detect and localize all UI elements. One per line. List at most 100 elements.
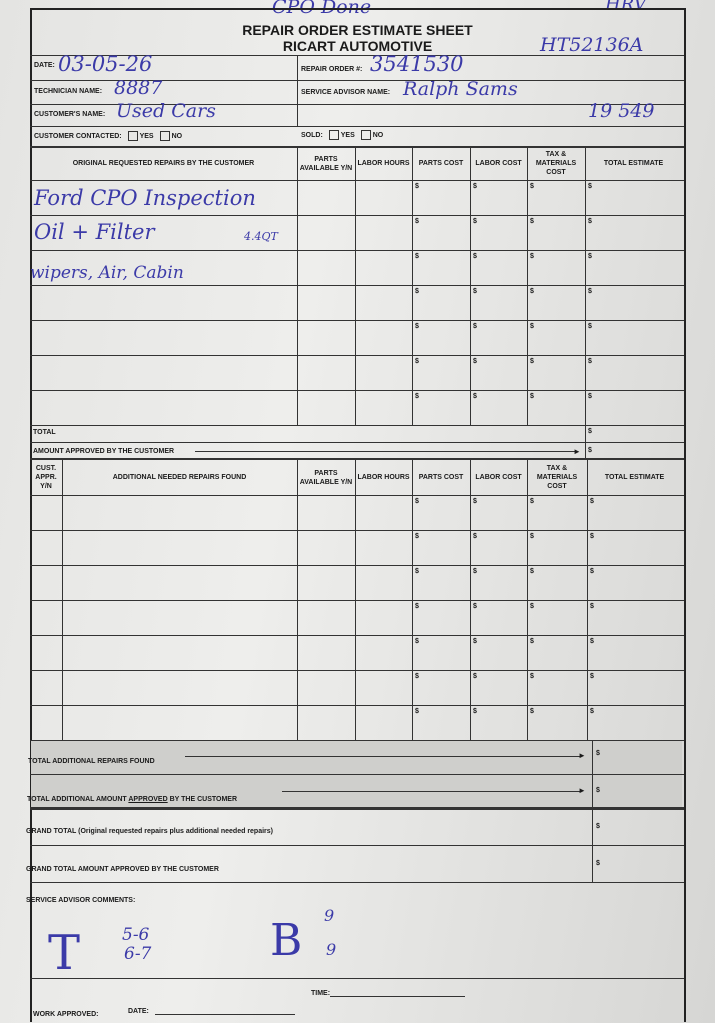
cell-dollar: $ [473,183,477,190]
sold-yes-checkbox[interactable] [328,130,339,140]
repair-order-field[interactable]: 3541530 [370,52,464,76]
form-subtitle: RICART AUTOMOTIVE [282,38,433,54]
customer-field[interactable]: Used Cars [116,100,216,122]
cell-dollar: $ [415,358,419,365]
cell-dollar: $ [588,253,592,260]
cell-dollar: $ [415,393,419,400]
column-line [297,146,298,425]
repair-line-3: wipers, Air, Cabin [30,263,184,283]
row-line [30,530,684,531]
repair-order-label: REPAIR ORDER #: [301,66,363,73]
row-line [30,285,684,286]
t1-header-repairs: ORIGINAL REQUESTED REPAIRS BY THE CUSTOM… [72,160,255,167]
cell-dollar: $ [588,183,592,190]
amount-approved-label: AMOUNT APPROVED BY THE CUSTOMER [33,448,175,455]
column-line [527,459,528,740]
grand-total-label: GRAND TOTAL (Original requested repairs … [26,828,273,835]
row-line [30,355,684,356]
row-line [30,740,684,741]
technician-label: TECHNICIAN NAME: [34,88,103,95]
column-line [297,459,298,740]
cell-dollar: $ [590,708,594,715]
contacted-no-checkbox[interactable] [159,131,170,141]
cell-dollar: $ [530,253,534,260]
repair-line-2: Oil + Filter [34,220,155,244]
cell-dollar: $ [590,568,594,575]
cell-dollar: $ [590,498,594,505]
cell-dollar: $ [415,533,419,540]
cell-dollar: $ [530,568,534,575]
t2-header-tax: TAX & MATERIALS COST [536,465,578,490]
grand-total-approved-label: GRAND TOTAL AMOUNT APPROVED BY THE CUSTO… [26,866,219,873]
cell-dollar: $ [473,708,477,715]
comment-b-val-2: 9 [326,940,337,959]
sold-no-checkbox[interactable] [360,130,371,140]
no-label: NO [171,132,183,140]
t2-header-parts-cost: PARTS COST [418,474,464,481]
work-approved-label: WORK APPROVED: [33,1011,99,1018]
customer-label: CUSTOMER'S NAME: [34,111,106,118]
date-label: DATE: [34,62,55,69]
cell-dollar: $ [415,673,419,680]
total-label: TOTAL [33,429,56,436]
dollar: $ [596,860,600,867]
t1-header-total: TOTAL ESTIMATE [603,160,664,167]
column-line [587,459,588,740]
handwritten-mileage: 19 549 [588,100,655,122]
repair-line-1: Ford CPO Inspection [34,186,256,210]
comment-t-val-2: 6-7 [124,944,152,964]
cell-dollar: $ [415,288,419,295]
cell-dollar: $ [415,183,419,190]
row-line [30,495,684,496]
cell-dollar: $ [415,708,419,715]
column-line [527,146,528,425]
t1-header-tax: TAX & MATERIALS COST [535,151,577,176]
sold-row: SOLD: YES NO [301,130,383,140]
cell-dollar: $ [530,358,534,365]
cell-dollar: $ [473,603,477,610]
t2-header-labor-hours: LABOR HOURS [357,474,410,481]
row-line [30,250,684,251]
cell-dollar: $ [415,323,419,330]
cell-dollar: $ [590,673,594,680]
cell-dollar: $ [415,638,419,645]
cell-dollar: $ [530,323,534,330]
service-advisor-field[interactable]: Ralph Sams [403,78,518,100]
contacted-yes-checkbox[interactable] [127,131,138,141]
cell-dollar: $ [530,708,534,715]
yes-label: YES [340,131,355,139]
t1-header-parts-cost: PARTS COST [418,160,464,167]
column-line [585,425,586,458]
column-line [62,459,63,740]
total-dollar: $ [588,428,592,435]
t2-header-labor-cost: LABOR COST [475,474,522,481]
yes-label: YES [139,132,154,140]
cell-dollar: $ [473,498,477,505]
dollar: $ [596,750,600,757]
row-line [30,180,684,181]
cell-dollar: $ [415,603,419,610]
date-field[interactable]: 03-05-26 [58,52,153,76]
cell-dollar: $ [530,183,534,190]
column-line [470,146,471,425]
cell-dollar: $ [588,393,592,400]
cell-dollar: $ [530,638,534,645]
customer-contacted-row: CUSTOMER CONTACTED: YES NO [34,131,182,141]
cell-dollar: $ [473,533,477,540]
cell-dollar: $ [588,288,592,295]
column-line [412,146,413,425]
t2-header-repairs: ADDITIONAL NEEDED REPAIRS FOUND [112,474,247,481]
cell-dollar: $ [530,498,534,505]
service-advisor-label: SERVICE ADVISOR NAME: [301,89,391,96]
cell-dollar: $ [473,673,477,680]
row-line [30,635,684,636]
t2-header-total: TOTAL ESTIMATE [604,474,665,481]
cell-dollar: $ [473,638,477,645]
comments-label: SERVICE ADVISOR COMMENTS: [26,897,136,904]
comment-b: B [270,915,303,966]
total-additional-label: TOTAL ADDITIONAL REPAIRS FOUND [28,758,155,765]
row-line [30,215,684,216]
arrow-icon: ► [578,751,586,760]
technician-field[interactable]: 8887 [114,77,163,99]
